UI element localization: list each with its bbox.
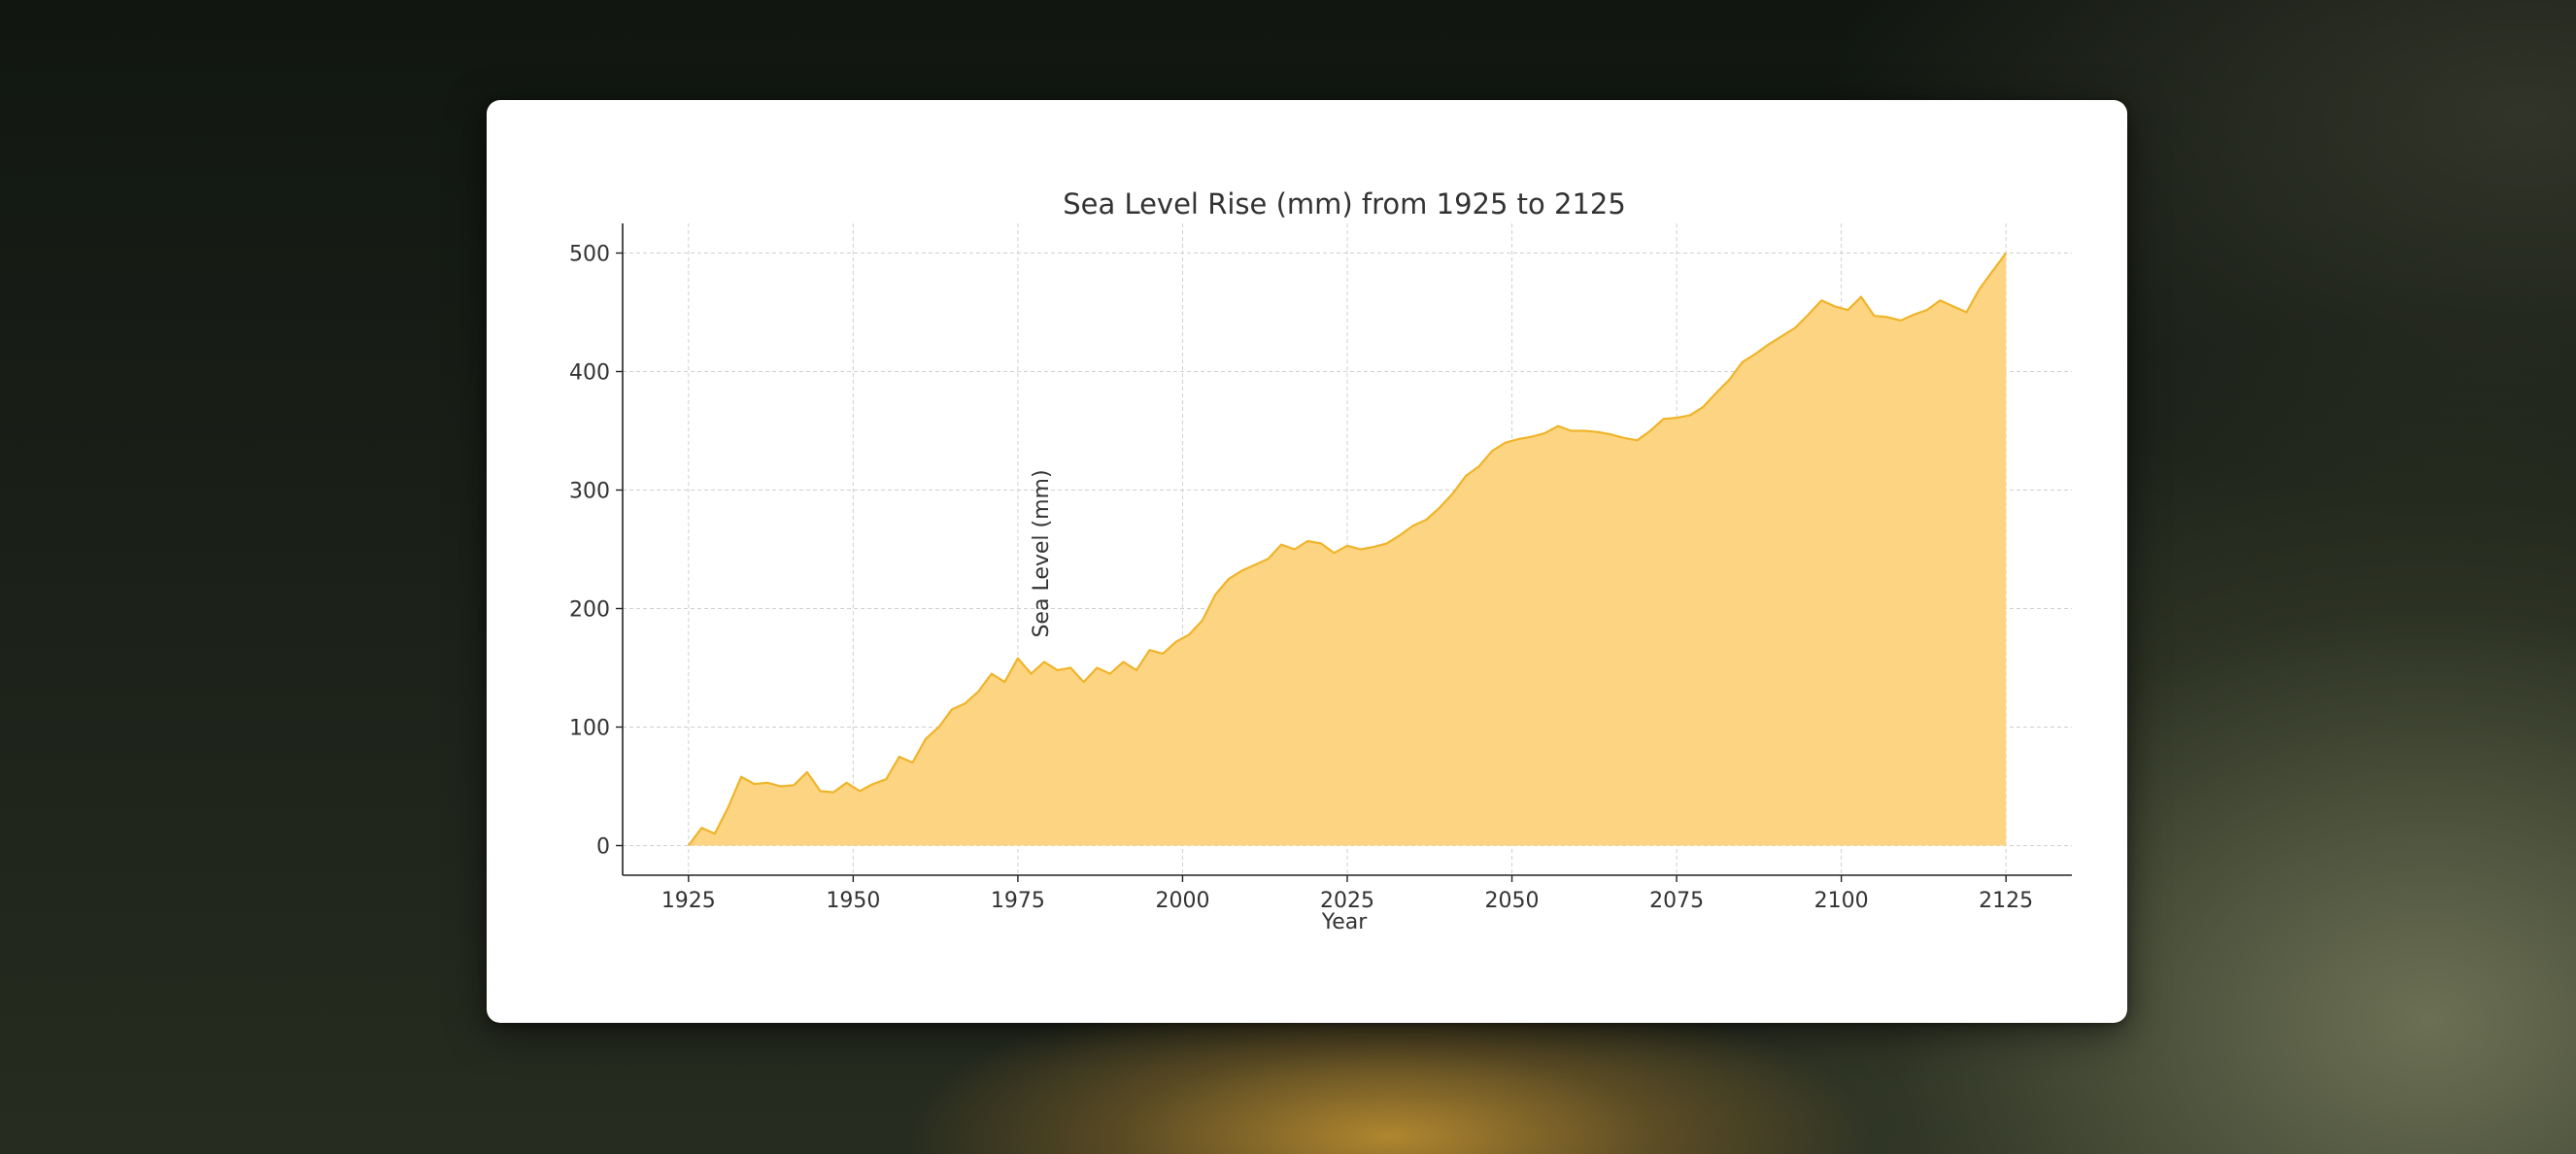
axes <box>616 223 2072 882</box>
x-tick-label: 2025 <box>1320 889 1374 913</box>
y-tick-label: 500 <box>569 243 610 267</box>
series-line <box>687 252 2008 847</box>
y-tick-label: 0 <box>596 835 610 860</box>
x-tick-label: 2125 <box>1979 889 2033 913</box>
x-tick-label: 1975 <box>991 889 1045 913</box>
x-tick-label: 2000 <box>1155 889 1209 913</box>
chart-title: Sea Level Rise (mm) from 1925 to 2125 <box>1063 187 1626 221</box>
x-tick-label: 1950 <box>826 889 880 913</box>
x-axis-label: Year <box>1321 910 1369 934</box>
y-tick-label: 400 <box>569 361 610 386</box>
y-tick-label: 200 <box>569 598 610 623</box>
tick-labels: 1925 1950 1975 2000 2025 2050 2075 2100 2125 0 100… <box>569 243 2033 914</box>
area-series <box>687 252 2008 847</box>
x-tick-label: 1925 <box>661 889 716 913</box>
y-tick-label: 100 <box>569 717 610 741</box>
y-axis-label: Sea Level (mm) <box>1030 469 1054 637</box>
chart-card: 1925 1950 1975 2000 2025 2050 2075 2100 2125 0 100… <box>487 100 2127 1023</box>
area-fill <box>688 253 2007 846</box>
sea-level-chart: 1925 1950 1975 2000 2025 2050 2075 2100 2125 0 100… <box>569 187 2072 934</box>
x-tick-label: 2100 <box>1814 889 1869 913</box>
x-tick-label: 2075 <box>1649 889 1704 913</box>
y-tick-label: 300 <box>569 480 610 504</box>
x-tick-label: 2050 <box>1485 889 1540 913</box>
